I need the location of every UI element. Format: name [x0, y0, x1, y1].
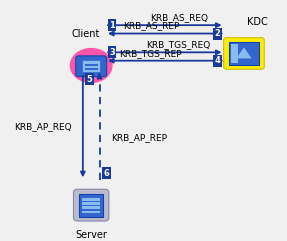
- FancyBboxPatch shape: [224, 38, 264, 69]
- Bar: [82, 202, 100, 205]
- FancyBboxPatch shape: [79, 194, 103, 217]
- FancyBboxPatch shape: [76, 56, 106, 77]
- Circle shape: [70, 49, 112, 82]
- Bar: [82, 60, 100, 72]
- Bar: [85, 68, 98, 70]
- Text: 6: 6: [104, 169, 109, 178]
- FancyBboxPatch shape: [229, 42, 259, 65]
- Text: 3: 3: [109, 48, 115, 57]
- Text: KDC: KDC: [247, 17, 268, 27]
- Bar: [82, 198, 100, 201]
- Bar: [82, 207, 100, 209]
- Text: KRB_AP_REQ: KRB_AP_REQ: [14, 122, 72, 131]
- Text: Server: Server: [75, 230, 107, 240]
- Text: KRB_TGS_REP: KRB_TGS_REP: [120, 49, 182, 58]
- Text: 5: 5: [87, 75, 93, 84]
- Text: 1: 1: [109, 21, 115, 30]
- Polygon shape: [235, 46, 253, 59]
- Text: 2: 2: [215, 29, 220, 38]
- Text: KRB_AP_REP: KRB_AP_REP: [110, 133, 167, 142]
- Text: KRB_AS_REP: KRB_AS_REP: [123, 22, 179, 31]
- Text: KRB_AS_REQ: KRB_AS_REQ: [150, 13, 208, 22]
- Bar: [85, 64, 98, 66]
- Text: Client: Client: [71, 29, 100, 39]
- Bar: [231, 44, 238, 63]
- Text: 4: 4: [215, 56, 220, 65]
- Bar: [82, 211, 100, 213]
- FancyBboxPatch shape: [73, 189, 109, 221]
- Text: KRB_TGS_REQ: KRB_TGS_REQ: [147, 40, 211, 49]
